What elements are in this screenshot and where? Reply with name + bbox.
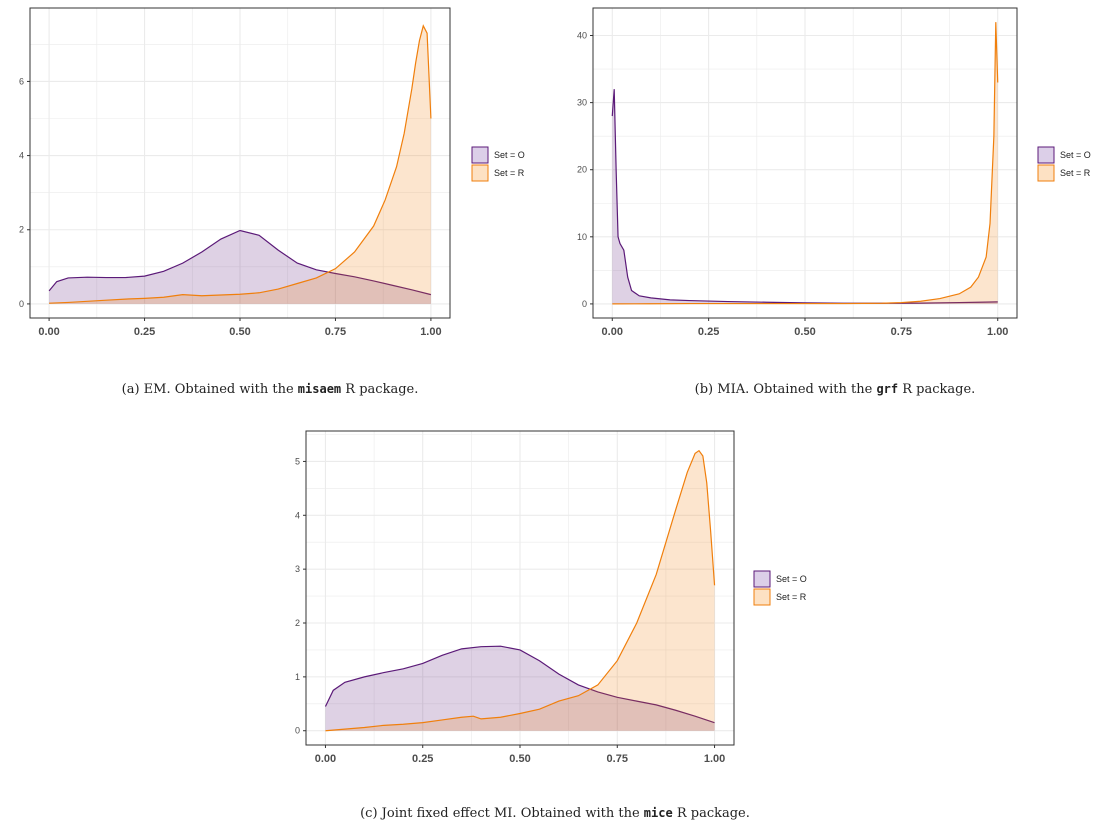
legend-label-R: Set = R [494, 168, 525, 178]
line-set-O [324, 645, 715, 724]
grid [593, 8, 1017, 318]
caption-a-code: misaem [297, 382, 342, 396]
legend: Set = O Set = R [471, 146, 525, 182]
x-tick-label: 0.25 [412, 753, 433, 765]
y-tick-label: 0 [582, 299, 587, 309]
legend-label-O: Set = O [776, 574, 807, 584]
legend-label-R: Set = R [776, 592, 807, 602]
caption-c: (c) Joint fixed effect MI. Obtained with… [270, 806, 840, 821]
legend-swatch-O [1037, 146, 1055, 164]
caption-a-prefix: (a) EM. Obtained with the [121, 382, 294, 397]
x-tick-label: 0.75 [891, 326, 912, 338]
legend-swatch-R [753, 588, 771, 606]
legend-swatch-R [471, 164, 489, 182]
x-tick-label: 0.75 [325, 326, 346, 338]
legend: Set = O Set = R [753, 570, 807, 606]
y-tick-label: 0 [295, 726, 300, 736]
x-tick-label: 0.50 [794, 326, 815, 338]
y-tick-label: 0 [19, 299, 24, 309]
area-set-O [325, 646, 715, 731]
caption-c-suffix: R package. [676, 806, 750, 821]
x-tick-label: 0.25 [698, 326, 719, 338]
line-set-R [612, 22, 999, 305]
legend: Set = O Set = R [1037, 146, 1091, 182]
line-set-R [325, 449, 716, 732]
y-tick-label: 40 [577, 31, 587, 41]
caption-a: (a) EM. Obtained with the misaem R packa… [0, 382, 540, 397]
y-tick-label: 10 [577, 232, 587, 242]
y-tick-label: 5 [295, 456, 300, 466]
caption-b: (b) MIA. Obtained with the grf R package… [575, 382, 1095, 397]
caption-c-prefix: (c) Joint fixed effect MI. Obtained with… [360, 806, 640, 821]
x-tick-label: 1.00 [987, 326, 1008, 338]
x-tick-label: 0.25 [134, 326, 155, 338]
y-tick-label: 1 [295, 672, 300, 682]
x-tick-label: 0.00 [38, 326, 59, 338]
y-tick-label: 2 [19, 225, 24, 235]
x-tick-label: 1.00 [704, 753, 725, 765]
legend-swatch-R [1037, 164, 1055, 182]
y-tick-label: 30 [577, 98, 587, 108]
caption-a-suffix: R package. [345, 382, 419, 397]
y-tick-label: 20 [577, 165, 587, 175]
y-tick-label: 4 [19, 151, 24, 161]
y-tick-label: 2 [295, 618, 300, 628]
caption-b-suffix: R package. [902, 382, 976, 397]
area-set-R [49, 25, 431, 304]
chart-panel-a: 0.00 0.25 0.50 0.75 1.00 0 2 4 6 Set = O Set = R [19, 7, 525, 338]
line-set-O [48, 229, 432, 296]
area-set-O [49, 230, 431, 304]
y-tick-label: 6 [19, 76, 24, 86]
x-tick-label: 0.50 [509, 753, 530, 765]
chart-panel-c: 0.00 0.25 0.50 0.75 1.00 0 1 2 3 4 5 Set = O Set = R [295, 430, 807, 765]
line-set-R [49, 24, 432, 304]
legend-label-O: Set = O [1060, 150, 1091, 160]
legend-swatch-O [753, 570, 771, 588]
legend-label-O: Set = O [494, 150, 525, 160]
y-tick-label: 3 [295, 564, 300, 574]
y-tick-label: 4 [295, 510, 300, 520]
legend-label-R: Set = R [1060, 168, 1091, 178]
x-tick-label: 0.50 [229, 326, 250, 338]
x-tick-label: 1.00 [420, 326, 441, 338]
x-tick-label: 0.00 [602, 326, 623, 338]
grid [30, 8, 450, 318]
line-set-O [611, 89, 998, 304]
x-tick-label: 0.00 [315, 753, 336, 765]
caption-b-prefix: (b) MIA. Obtained with the [694, 382, 873, 397]
caption-c-code: mice [643, 806, 673, 820]
legend-swatch-O [471, 146, 489, 164]
x-tick-label: 0.75 [607, 753, 628, 765]
caption-b-code: grf [876, 382, 899, 396]
